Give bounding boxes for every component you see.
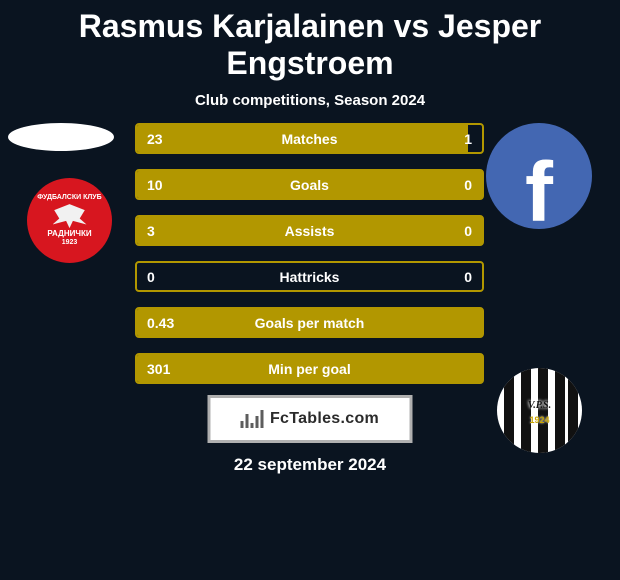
- facebook-icon[interactable]: f: [486, 123, 592, 229]
- stat-label: Matches: [137, 131, 482, 147]
- club-left-label-mid: РАДНИЧКИ: [47, 230, 91, 239]
- club-left-eagle-icon: [53, 204, 87, 228]
- club-left-badge: ФУДБАЛСКИ КЛУБ РАДНИЧКИ 1923: [27, 178, 112, 263]
- stat-label: Hattricks: [137, 269, 482, 285]
- club-right-text: V.P.S.: [497, 400, 582, 411]
- player-left-avatar: [8, 123, 114, 151]
- branding-text: FcTables.com: [270, 410, 379, 428]
- stat-label: Goals: [137, 177, 482, 193]
- stat-row: 0.43Goals per match: [135, 307, 484, 338]
- date-label: 22 september 2024: [0, 455, 620, 475]
- subtitle: Club competitions, Season 2024: [0, 92, 620, 109]
- stat-row: 100Goals: [135, 169, 484, 200]
- club-right-year: 1924: [497, 415, 582, 425]
- stats-chart: 231Matches 100Goals 30Assists 00Hattricks 0.…: [135, 123, 484, 399]
- stat-row: 231Matches: [135, 123, 484, 154]
- stat-row: 301Min per goal: [135, 353, 484, 384]
- stat-label: Min per goal: [137, 361, 482, 377]
- page-title: Rasmus Karjalainen vs Jesper Engstroem: [0, 0, 620, 82]
- stat-label: Assists: [137, 223, 482, 239]
- club-left-label-year: 1923: [62, 239, 78, 247]
- stat-label: Goals per match: [137, 315, 482, 331]
- branding-link[interactable]: FcTables.com: [208, 395, 413, 443]
- stat-row: 30Assists: [135, 215, 484, 246]
- club-left-label-top: ФУДБАЛСКИ КЛУБ: [37, 194, 101, 202]
- club-right-badge: V.P.S. 1924: [497, 368, 582, 453]
- stat-row: 00Hattricks: [135, 261, 484, 292]
- chart-icon: [241, 410, 264, 428]
